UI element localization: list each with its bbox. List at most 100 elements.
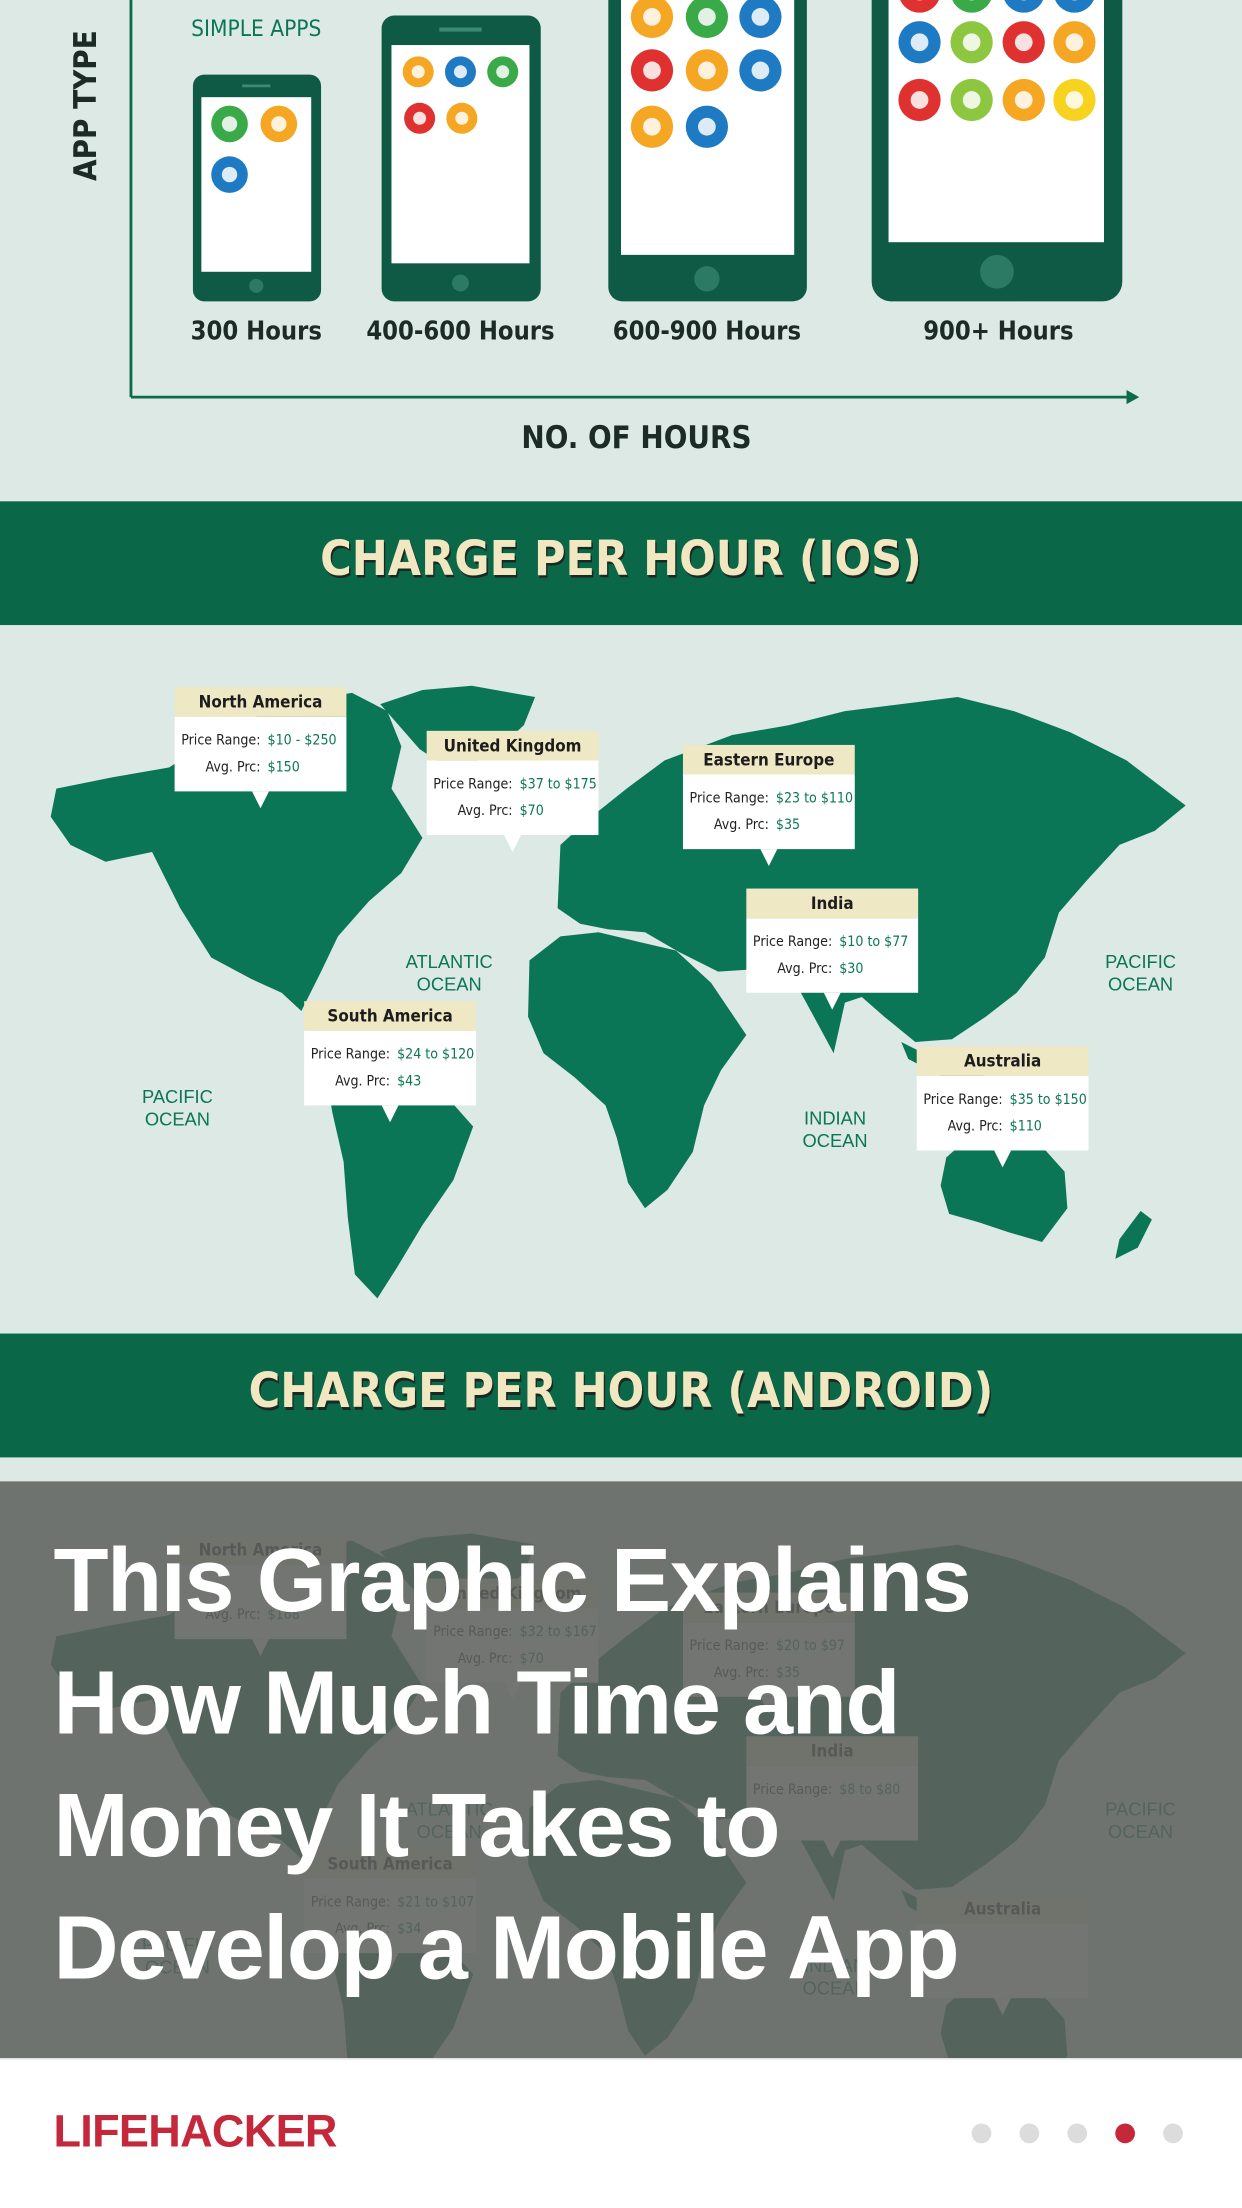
region-name: North America [199,692,323,712]
page-dot [971,2123,992,2144]
app-icon-glyph [910,91,929,109]
ocean-label: OCEAN [417,974,482,995]
callout-body [682,774,855,850]
app-icon-glyph [1065,91,1084,109]
region-name: Australia [964,1051,1041,1071]
headline-line: How Much Time and [54,1652,900,1753]
avg-label: Avg. Prc: [714,817,769,833]
section-title: CHARGE PER HOUR (ANDROID) [249,1364,994,1419]
app-icon-glyph [910,33,929,52]
brand-logo[interactable]: LIFEHACKER [54,2106,338,2157]
price-label: Price Range: [433,776,512,792]
avg-price: $110 [1010,1119,1042,1135]
ocean-label: INDIAN [804,1107,866,1128]
price-label: Price Range: [311,1047,390,1063]
phone [871,0,1123,302]
callout-header [682,744,855,775]
app-icon-glyph [751,8,770,26]
category-label: SIMPLE APPS [191,16,321,42]
phone [192,74,322,302]
price-range: $23 to $110 [776,790,853,806]
axis-label: APP TYPE [68,30,104,181]
app-icons [211,0,1096,193]
app-icon-glyph [698,117,716,136]
price-range: $24 to $120 [397,1047,474,1063]
phone-label: 300 Hours [191,315,322,345]
callout-pointer [252,791,269,809]
price-range: $35 to $150 [1010,1092,1087,1108]
app-icon-glyph [221,116,238,132]
title-shadow: CHARGE PER HOUR (ANDROID) [250,1367,995,1422]
app-icon-glyph [1014,33,1033,52]
app-icon-glyph [271,116,287,132]
section-title: CHARGE PER HOUR (IOS) [320,532,922,587]
page-dot-active [1115,2123,1135,2144]
callout-body [174,716,347,792]
app-icon-glyph [962,91,981,109]
price-range: $37 to $175 [520,776,597,792]
app-icon-glyph [643,117,661,136]
headline-overlay [0,1481,1242,2059]
price-range: $10 - $250 [268,733,337,749]
callout-pointer [823,992,841,1010]
app-icon-glyph [698,8,716,26]
phone-label: 900+ Hours [923,315,1073,345]
region-name: India [811,893,854,913]
app-icon-glyph [221,166,238,183]
axis-label: NO. OF HOURS [521,420,751,456]
callout-pointer [381,1105,399,1123]
headline-line: Develop a Mobile App [54,1897,959,1998]
app-icon-glyph [698,61,716,80]
avg-price: $70 [520,803,544,819]
callout-pointer [504,835,522,852]
page-dot [1163,2123,1183,2144]
ocean-label: PACIFIC [1105,951,1176,972]
section-header [0,501,1242,626]
page-dot [1019,2123,1040,2144]
callout-pointer [994,1150,1012,1168]
app-icon-glyph [962,33,981,52]
avg-label: Avg. Prc: [458,803,513,819]
avg-price: $43 [397,1073,421,1089]
avg-price: $30 [839,961,863,977]
app-icon [900,0,939,13]
headline[interactable]: This Graphic Explains How Much Time and Mo… [54,1530,972,1999]
avg-label: Avg. Prc: [335,1073,390,1089]
headline-line: This Graphic Explains [54,1530,971,1631]
phone [608,0,807,302]
app-icon-glyph [643,8,661,26]
app-icon [1055,0,1094,13]
ocean-label: OCEAN [145,1109,210,1130]
callout-body [746,918,919,993]
callout-header [916,1046,1089,1076]
title-shadow: CHARGE PER HOUR (IOS) [322,535,924,590]
price-label: Price Range: [753,934,832,950]
ocean-label: OCEAN [803,1130,868,1151]
page-dot [1067,2123,1088,2144]
section-header [0,1333,1242,1458]
ocean-label: PACIFIC [142,1086,213,1107]
callout-body [426,760,599,836]
callout-header [174,687,347,717]
phone-labels: 300 Hours 400-600 Hours 600-900 Hours 900+ … [191,315,1074,345]
app-icon-glyph [453,65,467,79]
avg-price: $150 [268,759,300,775]
app-icon [952,0,991,13]
callout-header [746,888,919,919]
avg-label: Avg. Prc: [948,1119,1003,1135]
app-icon-glyph [643,61,661,80]
app-icon-glyph [455,111,469,125]
ocean-label: ATLANTIC [406,951,493,972]
app-icon-glyph [1014,91,1033,109]
ocean-label: OCEAN [1108,974,1173,995]
price-label: Price Range: [690,790,769,806]
price-label: Price Range: [181,733,260,749]
app-icon-glyph [411,65,425,79]
app-icon-glyph [1065,33,1084,52]
axis-arrow [1126,390,1140,405]
callout-body [916,1075,1089,1151]
